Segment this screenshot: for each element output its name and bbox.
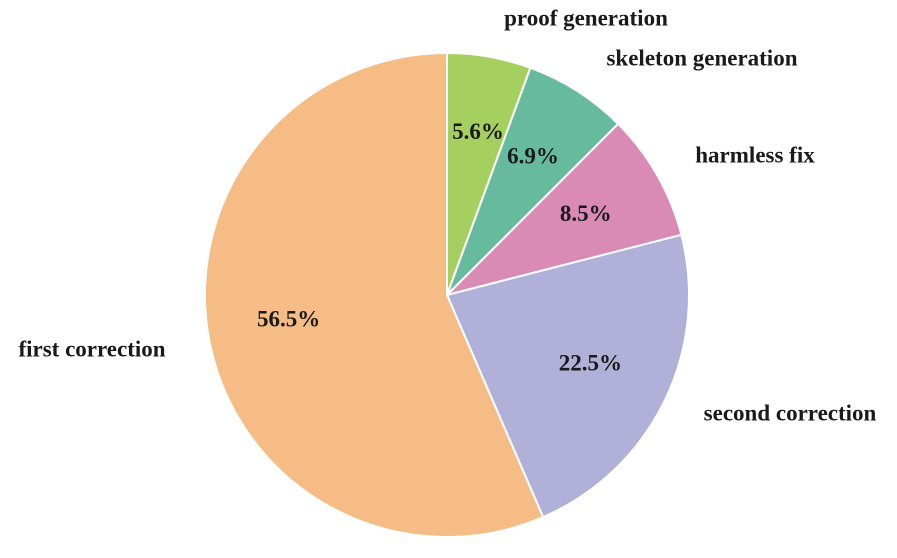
percent-labels: 5.6%6.9% 8.5% 22.5% 56.5% bbox=[257, 119, 622, 376]
slice-skeleton-generation bbox=[446, 66, 620, 296]
category-label-harmless-fix: harmless fix bbox=[695, 142, 815, 167]
percent-label-skeleton-generation: 6.9% bbox=[507, 144, 559, 169]
category-label-first-correction: first correction bbox=[18, 336, 165, 361]
pie-slices bbox=[204, 51, 690, 538]
percent-label-harmless-fix: 8.5% bbox=[560, 201, 612, 226]
slice-harmless-fix bbox=[443, 122, 683, 297]
category-label-skeleton-generation: skeleton generation bbox=[606, 45, 797, 70]
category-labels: proof generation skeleton generation harml… bbox=[18, 5, 876, 425]
percent-label-first-correction: 56.5% bbox=[257, 307, 320, 332]
category-label-proof-generation: proof generation bbox=[504, 5, 668, 30]
slice-second-correction bbox=[445, 233, 690, 519]
percent-label-second-correction: 22.5% bbox=[559, 351, 622, 376]
percent-label-proof-generation: 5.6% bbox=[452, 119, 504, 144]
slice-first-correction bbox=[204, 51, 545, 538]
category-label-second-correction: second correction bbox=[704, 400, 877, 425]
